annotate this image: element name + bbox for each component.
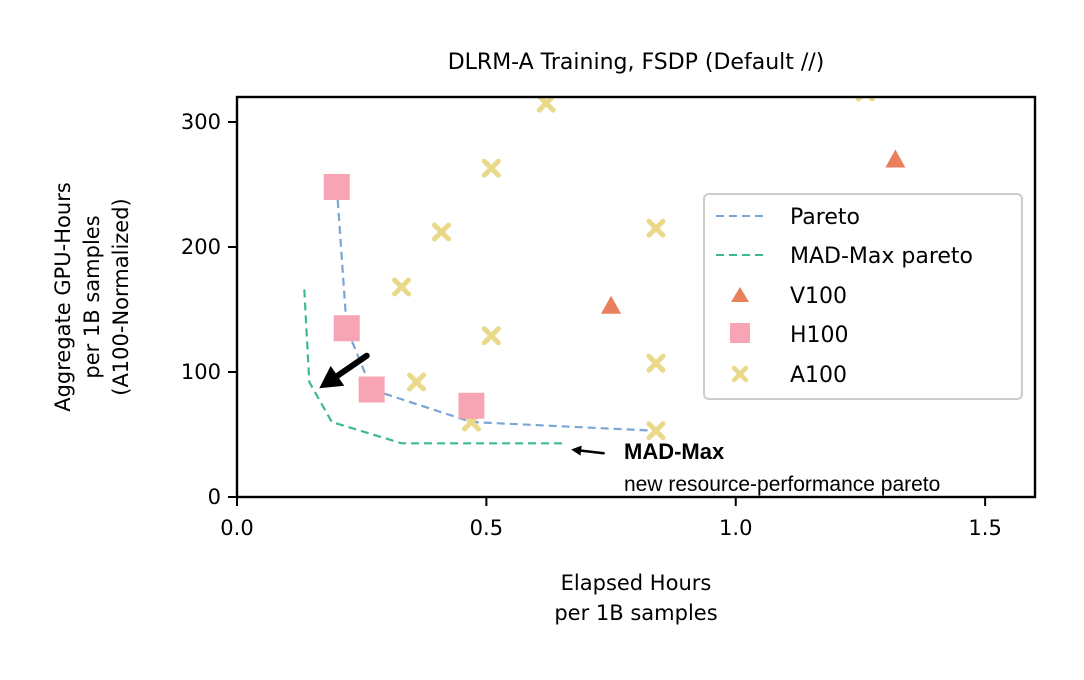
point-a100 xyxy=(407,372,427,392)
legend-v100-label: V100 xyxy=(790,284,847,309)
series-markers xyxy=(323,97,906,441)
arrow-to-madmax-pareto-shaft xyxy=(334,352,370,379)
arrow-to-madmax-line-head xyxy=(571,445,582,456)
x-stroke xyxy=(646,218,666,238)
legend: Pareto MAD-Max pareto V100 H100 A100 xyxy=(703,193,1023,400)
x-tick-label: 1.5 xyxy=(968,516,1001,540)
x-stroke xyxy=(481,326,501,346)
line-pareto xyxy=(335,186,656,432)
x-stroke xyxy=(431,222,451,242)
y-axis-label-line1: Aggregate GPU-Hours xyxy=(51,182,75,412)
legend-box xyxy=(703,193,1023,400)
y-axis-label-line3: (A100-Normalized) xyxy=(109,198,133,396)
y-axis-label-line2: per 1B samples xyxy=(80,215,104,378)
legend-a100-label: A100 xyxy=(790,363,847,388)
point-h100 xyxy=(458,392,485,419)
point-a100 xyxy=(481,158,501,178)
x-stroke xyxy=(646,353,666,373)
point-a100 xyxy=(431,222,451,242)
legend-madmax-label: MAD-Max pareto xyxy=(790,244,973,269)
point-h100 xyxy=(323,174,350,200)
point-a100 xyxy=(536,97,556,113)
y-tick-label: 300 xyxy=(181,110,221,134)
legend-pareto-label: Pareto xyxy=(790,205,860,230)
x-stroke xyxy=(536,97,556,113)
legend-h100-label: H100 xyxy=(790,323,849,348)
axis-ticks: 0.0 0.5 1.0 1.5 0 100 200 300 xyxy=(181,110,1002,540)
y-tick-label: 200 xyxy=(181,235,221,259)
arrow-to-madmax-line xyxy=(571,445,605,456)
x-tick-label: 1.0 xyxy=(719,516,752,540)
y-tick-label: 100 xyxy=(181,360,221,384)
arrow-to-madmax-line-shaft xyxy=(579,449,605,455)
x-stroke xyxy=(392,277,412,297)
point-a100 xyxy=(481,326,501,346)
x-stroke xyxy=(407,372,427,392)
series-lines xyxy=(303,186,656,445)
legend-a100-marker xyxy=(731,365,749,383)
arrow-to-madmax-pareto-head xyxy=(319,365,345,389)
point-a100 xyxy=(646,353,666,373)
chart-title: DLRM-A Training, FSDP (Default //) xyxy=(448,50,825,75)
point-a100 xyxy=(392,277,412,297)
line-mad-max-pareto xyxy=(303,289,567,445)
point-h100 xyxy=(358,376,385,403)
annotation-madmax-label: MAD-Max xyxy=(624,439,725,464)
arrow-to-madmax-pareto xyxy=(319,352,370,389)
x-axis-label-line2: per 1B samples xyxy=(554,601,717,625)
annotation-madmax-subtitle: new resource-performance pareto xyxy=(624,473,940,496)
legend-h100-marker xyxy=(730,323,750,343)
point-a100 xyxy=(646,218,666,238)
x-axis-label-line1: Elapsed Hours xyxy=(561,571,712,595)
point-v100 xyxy=(885,149,906,168)
point-a100 xyxy=(646,421,666,441)
x-stroke xyxy=(481,158,501,178)
y-tick-label: 0 xyxy=(208,485,221,509)
legend-v100-marker xyxy=(731,287,749,302)
x-stroke xyxy=(646,421,666,441)
axes-frame xyxy=(235,95,1037,499)
x-tick-label: 0.0 xyxy=(220,516,253,540)
annotations xyxy=(319,352,605,456)
point-h100 xyxy=(333,315,360,342)
x-tick-label: 0.5 xyxy=(470,516,503,540)
point-v100 xyxy=(601,295,622,314)
